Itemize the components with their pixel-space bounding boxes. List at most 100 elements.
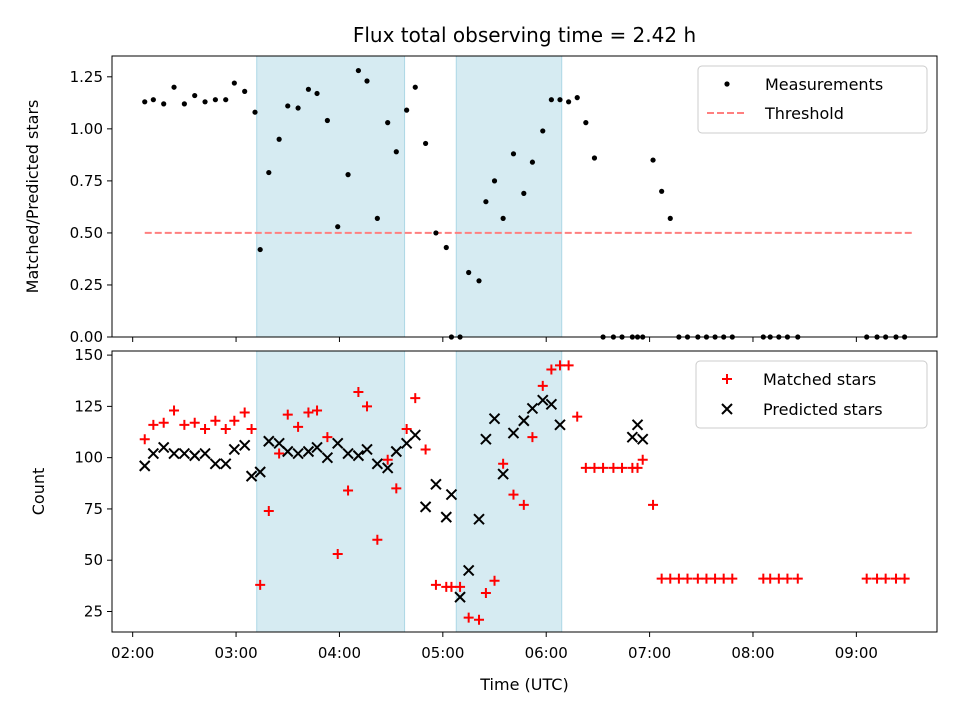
measurement-point (150, 97, 156, 103)
legend-matched-marker (722, 374, 732, 384)
measurement-point (335, 224, 341, 230)
predicted-star-point (473, 513, 485, 525)
predicted-star-point (430, 478, 442, 491)
matched-star-point (220, 423, 231, 434)
predicted-star-point (462, 564, 475, 577)
measurement-point (412, 84, 418, 90)
matched-star-point (890, 573, 901, 584)
matched-star-point (598, 462, 609, 473)
measurement-point (257, 246, 263, 253)
matched-star-point (546, 364, 557, 375)
measurement-point (566, 99, 572, 105)
y-tick-label: 0.50 (70, 224, 103, 242)
matched-star-point (727, 573, 738, 584)
measurement-point (212, 97, 218, 103)
predicted-star-point (518, 415, 530, 427)
matched-star-point (648, 499, 659, 510)
matched-star-point (792, 573, 803, 584)
predicted-star-point (245, 470, 258, 482)
measurement-point (231, 80, 237, 86)
measurement-point (404, 107, 410, 113)
matched-star-point (872, 573, 883, 584)
predicted-star-point (282, 445, 294, 458)
predicted-star-point (545, 398, 558, 411)
matched-star-point (710, 573, 721, 584)
matched-star-point (682, 573, 693, 584)
x-tick-label: 08:00 (731, 644, 774, 662)
measurement-point (324, 117, 330, 124)
y-tick-label: 0.25 (70, 276, 103, 294)
measurement-point (483, 199, 489, 205)
x-axis-label: Time (UTC) (479, 675, 568, 694)
measurement-point (591, 155, 598, 161)
predicted-star-point (199, 447, 211, 460)
measurement-point (364, 78, 370, 84)
matched-star-point (899, 573, 910, 584)
measurement-point (548, 97, 554, 103)
predicted-star-point (188, 449, 201, 462)
legend-measurements-marker (724, 81, 730, 87)
measurement-point (202, 99, 208, 105)
matched-star-point (332, 549, 343, 560)
measurement-point (443, 244, 449, 251)
matched-star-point (861, 573, 872, 584)
matched-star-point (312, 405, 323, 416)
measurement-point (583, 120, 589, 126)
predicted-star-point (157, 441, 170, 454)
matched-star-point (580, 462, 591, 473)
y-tick-label: 150 (74, 346, 103, 364)
matched-star-point (637, 454, 648, 465)
measurement-point (667, 215, 673, 221)
matched-star-point (508, 489, 519, 500)
bottom-legend: Matched stars Predicted stars (695, 360, 928, 429)
predicted-star-point (168, 447, 180, 460)
matched-star-point (632, 462, 643, 473)
predicted-star-point (321, 451, 334, 464)
observing-span (455, 350, 563, 633)
measurement-point (276, 136, 282, 142)
matched-star-point (353, 387, 364, 398)
matched-star-point (401, 423, 412, 434)
y-tick-label: 0.75 (70, 172, 103, 190)
measurement-point (650, 157, 656, 163)
matched-star-point (189, 417, 200, 428)
y-tick-label: 25 (84, 602, 103, 620)
measurement-point (142, 99, 148, 105)
matched-star-point (179, 419, 190, 430)
top-legend: Measurements Threshold (697, 65, 928, 134)
matched-star-point (372, 534, 383, 545)
x-tick-label: 05:00 (421, 644, 464, 662)
y-tick-label: 1.25 (70, 68, 103, 86)
matched-star-point (343, 485, 354, 496)
measurement-point (266, 169, 272, 176)
predicted-star-point (419, 501, 432, 513)
matched-star-point (518, 499, 529, 510)
matched-star-point (200, 423, 211, 434)
measurement-point (305, 86, 312, 92)
matched-star-point (246, 423, 257, 434)
matched-star-point (498, 458, 509, 469)
measurement-point (529, 159, 536, 165)
measurement-point (223, 97, 229, 103)
predicted-star-point (631, 419, 644, 431)
predicted-star-point (342, 447, 354, 460)
x-tick-label: 06:00 (525, 644, 568, 662)
measurement-point (285, 103, 291, 109)
matched-star-point (537, 380, 548, 391)
predicted-star-point (292, 447, 304, 460)
predicted-star-point (454, 591, 466, 603)
x-tick-label: 07:00 (628, 644, 671, 662)
top-panel: 0.00 0.25 0.50 0.75 1.00 1.25 Flux total obse… (23, 23, 938, 346)
predicted-star-point (147, 447, 160, 460)
predicted-star-point (302, 445, 315, 458)
bottom-panel: 25 50 75 100 125 150 02:00 03:00 04:00 05:00 06:0… (29, 346, 938, 694)
matched-star-point (430, 579, 441, 590)
legend-plus-glyph (722, 374, 732, 384)
legend-x-glyph (721, 403, 733, 415)
matched-star-point (210, 415, 221, 426)
measurement-point (374, 215, 380, 221)
x-tick-label: 02:00 (111, 644, 154, 662)
matched-star-point (148, 419, 159, 430)
predicted-star-points (139, 394, 649, 603)
